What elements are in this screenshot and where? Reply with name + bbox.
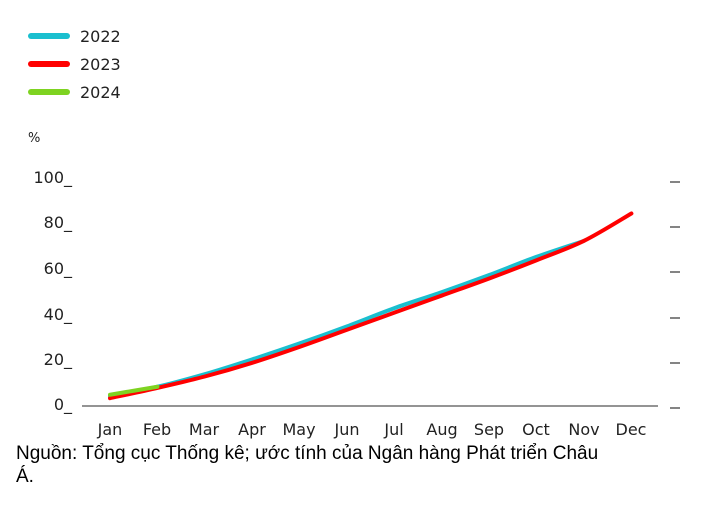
legend-swatch-2023	[28, 61, 70, 67]
right-tick-marks	[670, 181, 680, 409]
series-line-2023	[108, 211, 634, 401]
legend-item-2023: 2023	[28, 50, 121, 78]
legend-item-2022: 2022	[28, 22, 121, 50]
y-tick-label: 80_	[44, 213, 73, 233]
x-tick-label: Aug	[426, 420, 457, 439]
legend-label: 2024	[80, 82, 121, 102]
legend-label: 2022	[80, 26, 121, 46]
y-tick-label: 0_	[54, 395, 73, 415]
y-tick-label: 20_	[44, 350, 73, 370]
chart-legend: 2022 2023 2024	[28, 22, 121, 106]
source-note: Nguồn: Tổng cục Thống kê; ước tính của N…	[16, 443, 599, 487]
y-axis-labels: 100_ 80_ 60_ 40_ 20_ 0_	[33, 168, 73, 415]
series-line-2022	[108, 238, 586, 398]
x-tick-label: May	[282, 420, 315, 439]
series-lines	[108, 211, 634, 401]
series-line-2024	[108, 384, 160, 397]
x-tick-label: Jun	[334, 420, 360, 439]
x-tick-label: Sep	[474, 420, 504, 439]
x-tick-label: Jul	[383, 420, 403, 439]
x-tick-label: Dec	[616, 420, 647, 439]
y-axis-unit: %	[28, 131, 40, 146]
y-tick-label: 100_	[33, 168, 73, 188]
x-tick-label: Apr	[238, 420, 266, 439]
line-chart: % 100_ 80_ 60_ 40_ 20_ 0_ Jan Feb Mar Ap…	[28, 131, 680, 439]
legend-swatch-2022	[28, 33, 70, 39]
legend-swatch-2024	[28, 89, 70, 95]
legend-label: 2023	[80, 54, 121, 74]
x-tick-label: Jan	[97, 420, 123, 439]
y-tick-label: 60_	[44, 259, 73, 279]
x-axis-labels: Jan Feb Mar Apr May Jun Jul Aug Sep Oct …	[97, 420, 647, 439]
x-tick-label: Mar	[189, 420, 220, 439]
x-tick-label: Oct	[522, 420, 550, 439]
legend-item-2024: 2024	[28, 78, 121, 106]
x-tick-label: Feb	[143, 420, 171, 439]
y-tick-label: 40_	[44, 305, 73, 325]
x-tick-label: Nov	[568, 420, 599, 439]
